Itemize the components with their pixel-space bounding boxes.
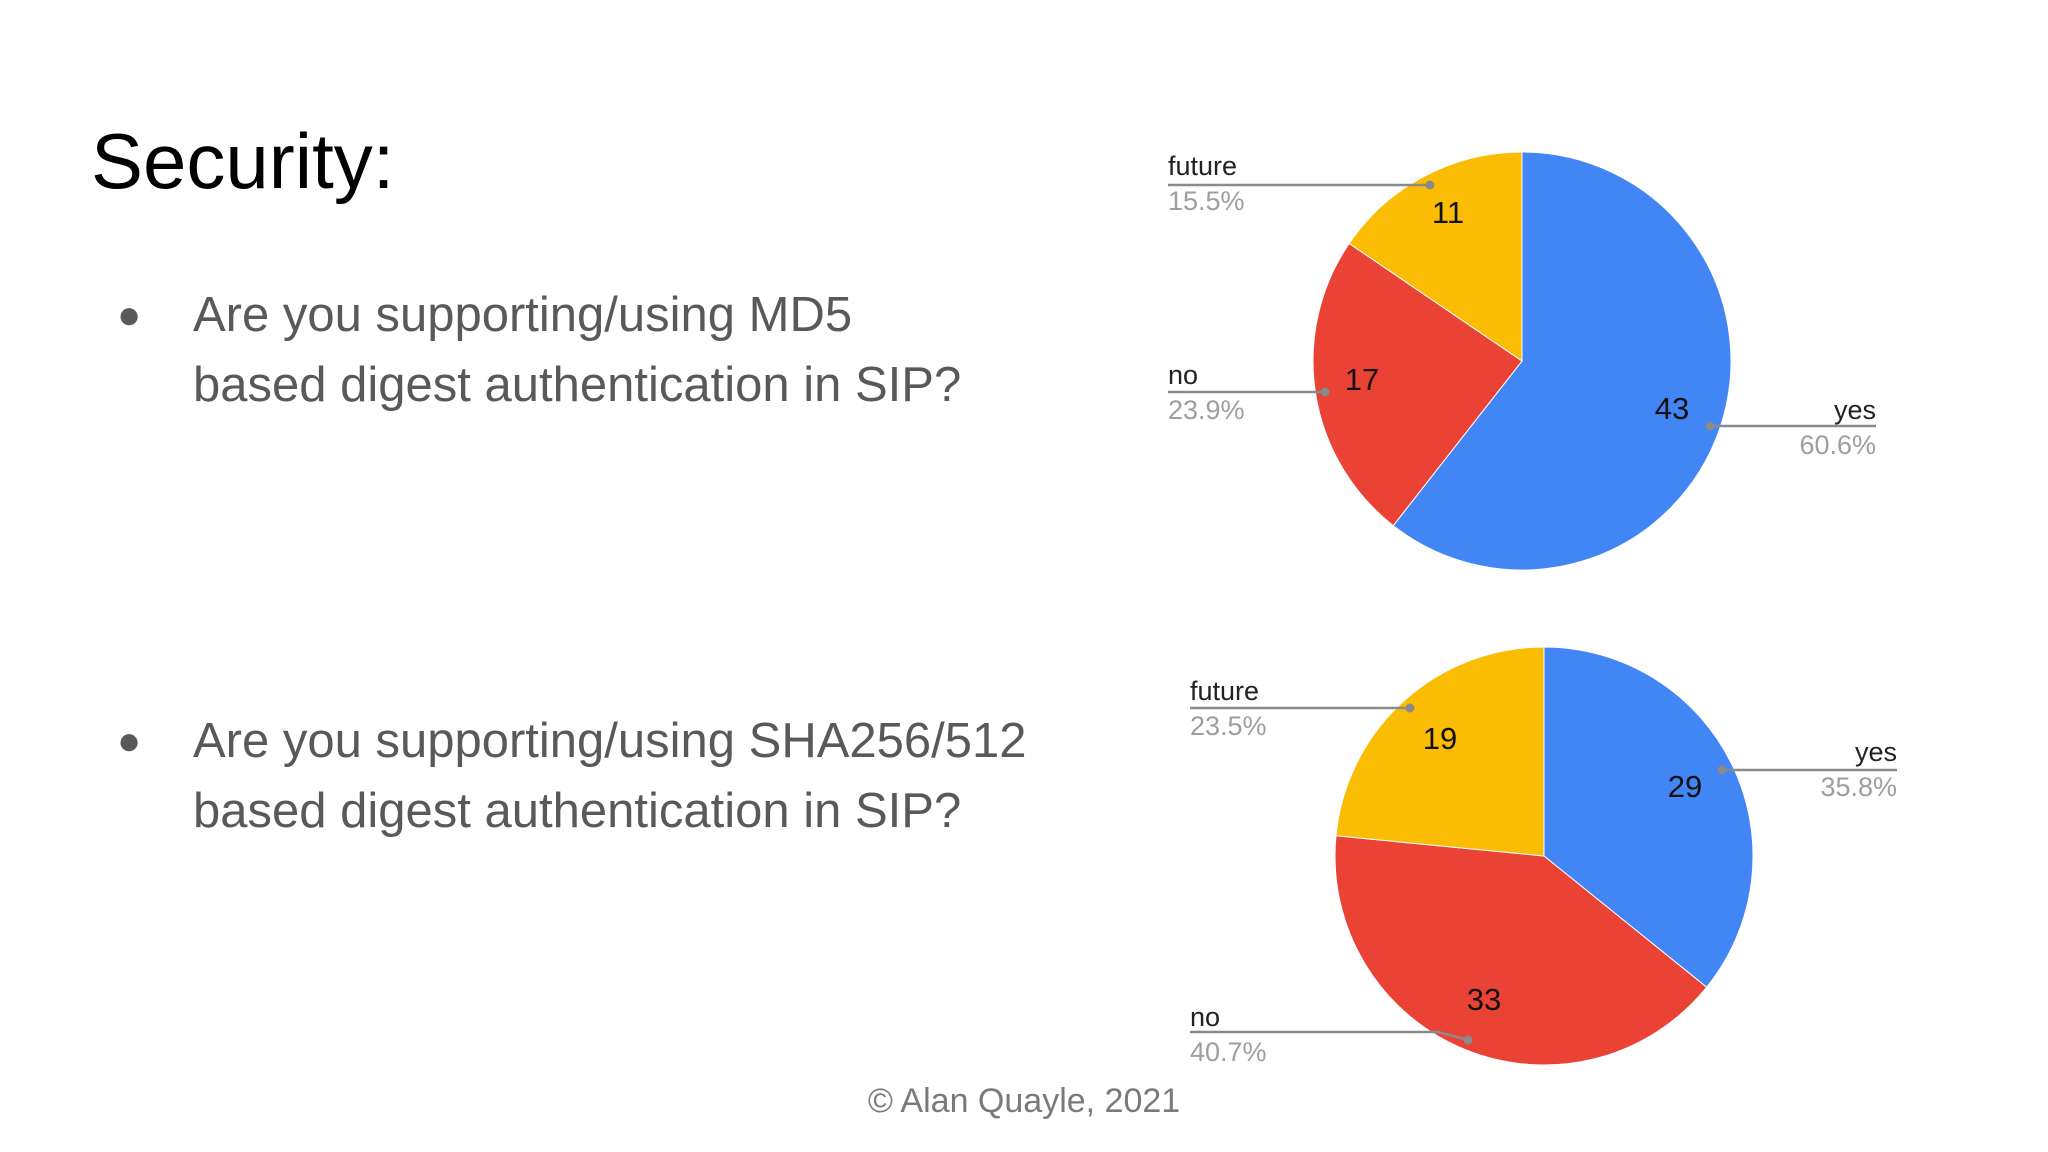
leader-dot-yes — [1705, 421, 1715, 431]
slice-percent-no: 23.9% — [1168, 395, 1245, 425]
slice-value-no: 33 — [1467, 982, 1501, 1017]
pie-slice-future — [1348, 151, 1523, 362]
pie-slice-yes — [1392, 151, 1732, 571]
slice-value-yes: 43 — [1655, 391, 1689, 426]
bullet-text-sha: Are you supporting/using SHA256/512 base… — [193, 714, 1027, 838]
bullet-marker: ● — [117, 293, 142, 337]
pie-slice-future — [1335, 646, 1545, 857]
leader-dot-future — [1405, 703, 1415, 713]
slice-label-future: future — [1168, 151, 1237, 181]
leader-dot-yes — [1717, 765, 1727, 775]
bullet-text-md5: Are you supporting/using MD5 based diges… — [193, 288, 962, 412]
slice-label-future: future — [1190, 676, 1259, 706]
leader-dot-no — [1463, 1035, 1473, 1045]
slice-percent-yes: 60.6% — [1799, 430, 1876, 460]
pie-slice-yes — [1543, 646, 1754, 988]
slice-label-no: no — [1190, 1002, 1220, 1032]
slice-percent-no: 40.7% — [1190, 1037, 1267, 1067]
slide-title: Security: — [91, 117, 395, 205]
slice-label-yes: yes — [1834, 395, 1876, 425]
slice-value-yes: 29 — [1668, 769, 1702, 804]
slice-percent-future: 15.5% — [1168, 186, 1245, 216]
copyright-footer: © Alan Quayle, 2021 — [867, 1082, 1181, 1120]
slice-percent-yes: 35.8% — [1820, 772, 1897, 802]
leader-line-no — [1190, 1030, 1469, 1042]
slice-value-future: 19 — [1423, 721, 1457, 756]
leader-dot-no — [1320, 387, 1330, 397]
slice-value-future: 11 — [1432, 195, 1464, 230]
pie-slice-no — [1334, 835, 1708, 1066]
slice-label-yes: yes — [1855, 737, 1897, 767]
leader-dot-future — [1425, 180, 1435, 190]
slice-percent-future: 23.5% — [1190, 711, 1267, 741]
bullet-marker: ● — [117, 719, 142, 763]
slice-label-no: no — [1168, 360, 1198, 390]
slice-value-no: 17 — [1345, 362, 1379, 397]
